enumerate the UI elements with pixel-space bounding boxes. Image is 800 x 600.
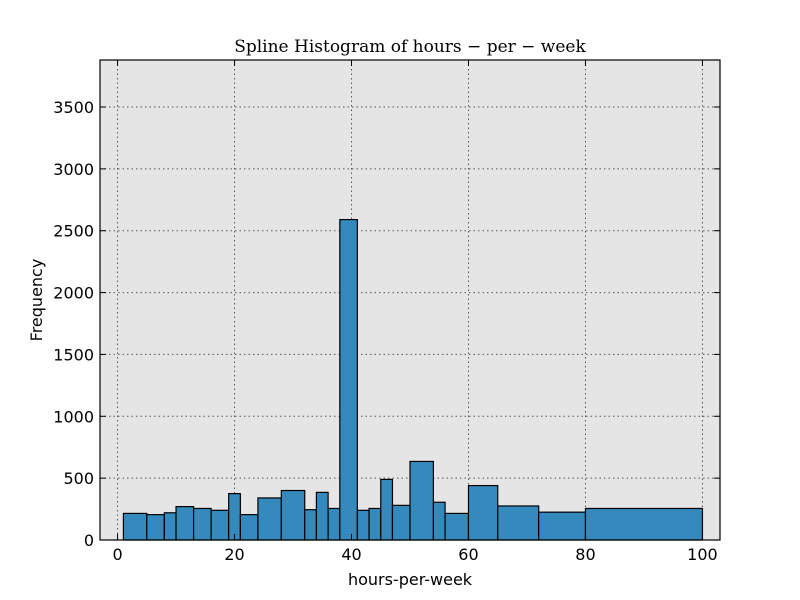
histogram-bar [444, 512, 470, 541]
x-tick-label: 0 [112, 545, 122, 564]
y-tick-label: 1000 [53, 407, 94, 426]
chart-title: Spline Histogram of hours − per − week [234, 37, 586, 57]
histogram-bar [380, 478, 394, 541]
x-axis-label: hours-per-week [348, 570, 473, 589]
histogram-bar [497, 505, 540, 541]
y-tick-label: 3500 [53, 98, 94, 117]
histogram-bar [584, 507, 704, 541]
y-tick-label: 0 [84, 531, 94, 550]
histogram-bar [239, 514, 259, 541]
y-tick-label: 2000 [53, 284, 94, 303]
histogram-bar [356, 509, 370, 541]
histogram-bar [192, 507, 212, 541]
histogram-bar [315, 491, 329, 541]
histogram-bar [432, 501, 446, 541]
histogram-bar [368, 507, 382, 541]
x-tick-label: 60 [458, 545, 478, 564]
x-tick-label: 20 [224, 545, 244, 564]
x-tick-label: 40 [341, 545, 361, 564]
bars [122, 218, 704, 541]
x-tick-label: 80 [575, 545, 595, 564]
histogram-bar [538, 511, 587, 541]
histogram-bar [391, 504, 411, 541]
histogram-bar [280, 489, 306, 541]
x-tick-label: 100 [687, 545, 718, 564]
y-axis-label: Frequency [27, 259, 46, 342]
histogram-bar [146, 514, 165, 541]
y-tick-label: 3000 [53, 160, 94, 179]
histogram-bar [175, 505, 195, 541]
histogram-bar [339, 218, 358, 541]
histogram-bar [257, 497, 282, 541]
histogram-bar [409, 460, 434, 541]
y-tick-label: 2500 [53, 222, 94, 241]
histogram-bar [163, 512, 177, 541]
histogram-bar [304, 509, 318, 541]
y-tick-label: 500 [63, 469, 94, 488]
histogram-bar [228, 493, 241, 541]
plot-frame [99, 59, 721, 541]
histogram-bar [327, 507, 341, 541]
histogram-bar [467, 484, 499, 541]
y-tick-label: 1500 [53, 345, 94, 364]
histogram-bar [122, 512, 148, 541]
plot-background [100, 60, 720, 540]
histogram-bar [210, 509, 230, 541]
